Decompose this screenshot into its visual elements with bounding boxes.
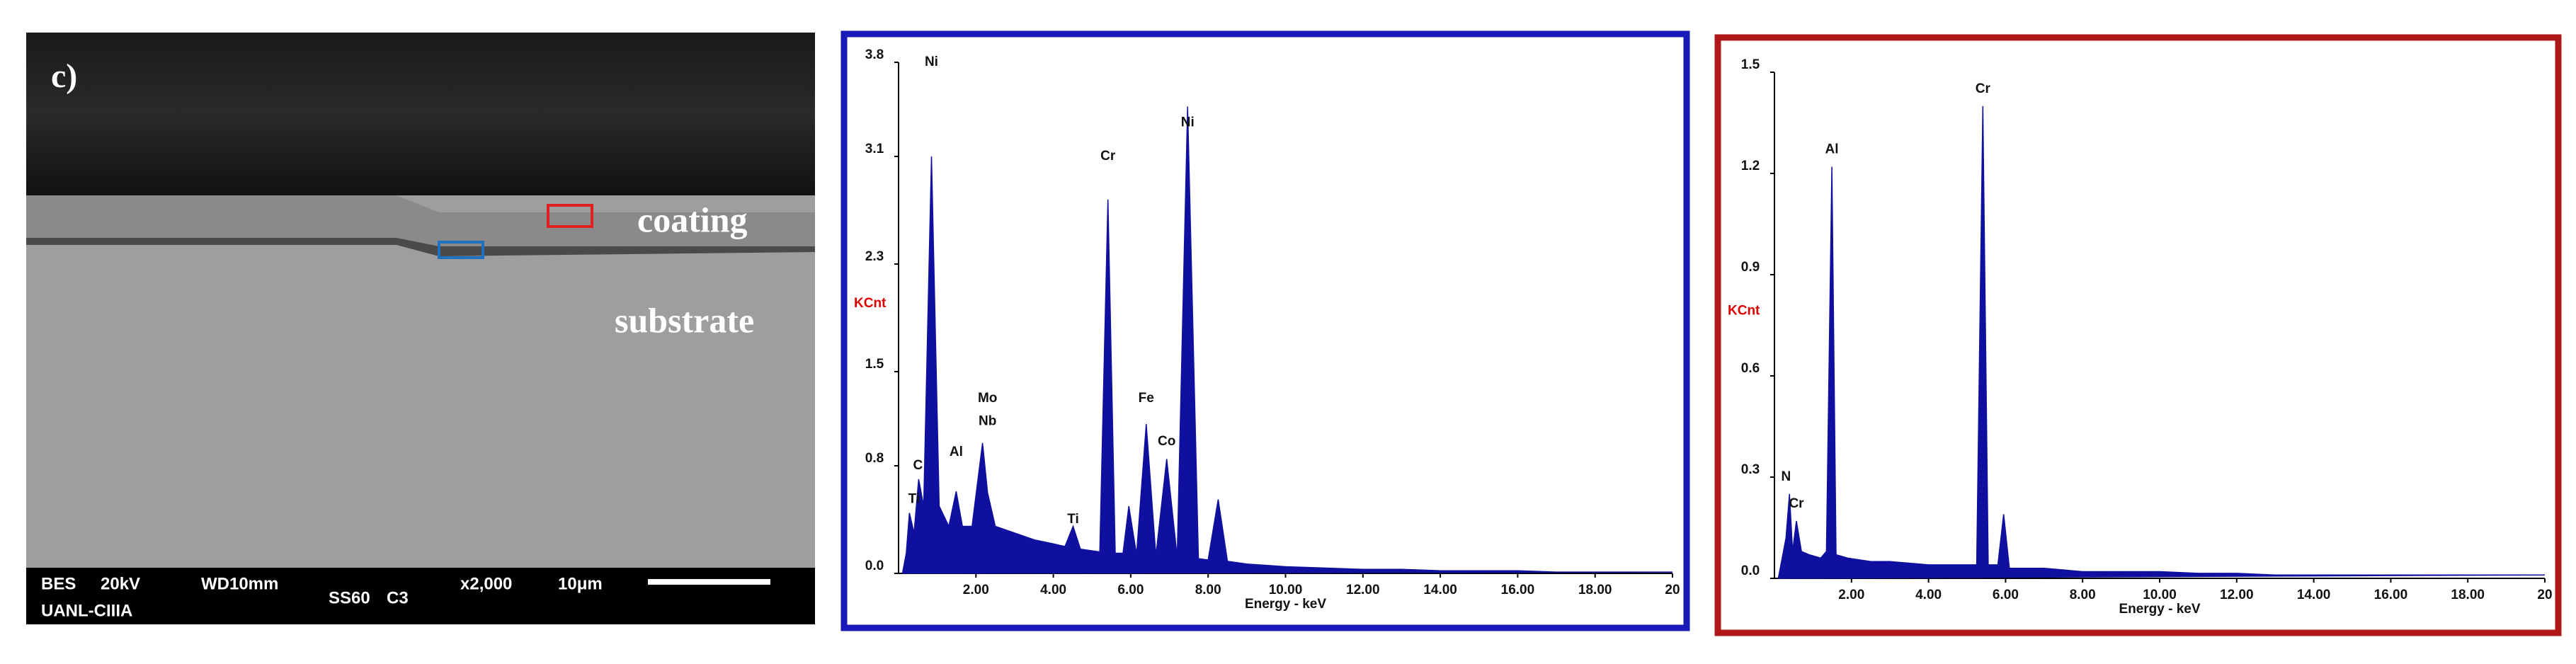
peak-label: Cr: [1976, 81, 1991, 96]
coating-band: [26, 195, 815, 246]
info: BES: [41, 574, 76, 593]
frame: [1714, 34, 2562, 636]
peak-label: Al: [950, 445, 963, 459]
mount: [26, 33, 815, 195]
y-tick-label: 3.8: [865, 47, 884, 62]
sem-image: c) coating substrate BES 20kV WD10mm SS6…: [26, 33, 815, 624]
peak-label: Fe: [1139, 391, 1154, 406]
x-tick-label: 14.00: [2297, 588, 2331, 602]
y-axis-label: KCnt: [854, 296, 887, 311]
info: WD10mm: [201, 574, 278, 593]
y-tick-label: 0.9: [1741, 260, 1760, 275]
panel-label: c): [51, 57, 77, 95]
y-tick-label: 3.1: [865, 142, 884, 156]
info: x2,000: [460, 574, 512, 593]
y-tick-label: 1.5: [865, 357, 884, 372]
x-tick-label: 18.00: [2451, 588, 2485, 602]
x-tick-label: 12.00: [1346, 583, 1380, 597]
x-tick-label: 2.00: [963, 583, 989, 597]
spectrum: [1777, 105, 2546, 579]
substrate-label: substrate: [615, 300, 754, 340]
frame: [840, 30, 1690, 631]
peak-label: Ni: [1181, 115, 1195, 130]
x-tick-label: 8.00: [2070, 588, 2096, 602]
peak-label: C: [913, 458, 923, 473]
y-tick-label: 0.6: [1741, 361, 1760, 376]
peak-label: Nb: [979, 413, 996, 428]
y-axis-label: KCnt: [1728, 304, 1760, 319]
x-tick-label: 20: [2537, 588, 2552, 602]
info: C3: [387, 588, 409, 607]
lab: UANL-CIIIA: [41, 601, 132, 620]
peak-label: Ti: [908, 492, 921, 507]
x-tick-label: 14.00: [1423, 583, 1457, 597]
x-tick-label: 16.00: [1501, 583, 1535, 597]
x-tick-label: 2.00: [1838, 588, 1864, 602]
info: 10μm: [558, 574, 603, 593]
info: 20kV: [101, 574, 140, 593]
x-tick-label: 12.00: [2220, 588, 2254, 602]
peak-label: Al: [1825, 142, 1839, 157]
y-tick-label: 0.0: [1741, 563, 1760, 578]
x-tick-label: 6.00: [1993, 588, 2019, 602]
region-blue: [438, 241, 484, 259]
peak-label: N: [1781, 469, 1791, 484]
y-tick-label: 0.0: [865, 559, 884, 573]
y-tick-label: 0.8: [865, 451, 884, 466]
y-tick-label: 1.2: [1741, 159, 1760, 173]
peak-label: Cr: [1789, 496, 1804, 511]
peak-label: Co: [1158, 434, 1175, 449]
x-axis-label: Energy - keV: [2119, 602, 2200, 617]
x-axis-label: Energy - keV: [1245, 597, 1326, 612]
peak-label: Ni: [925, 55, 938, 69]
x-tick-label: 4.00: [1040, 583, 1066, 597]
x-tick-label: 6.00: [1117, 583, 1144, 597]
x-tick-label: 18.00: [1578, 583, 1612, 597]
y-tick-label: 0.3: [1741, 462, 1760, 477]
info: SS60: [329, 588, 370, 607]
x-tick-label: 16.00: [2374, 588, 2408, 602]
x-tick-label: 20: [1665, 583, 1680, 597]
interface: [26, 238, 815, 256]
y-tick-label: 1.5: [1741, 57, 1760, 72]
info-bar: [26, 568, 815, 624]
peak-label: Ti: [1067, 512, 1079, 527]
region-red: [547, 204, 593, 228]
x-tick-label: 10.00: [2143, 588, 2177, 602]
spectrum: [901, 106, 1673, 574]
x-tick-label: 8.00: [1195, 583, 1221, 597]
y-tick-label: 2.3: [865, 249, 884, 264]
x-tick-label: 10.00: [1269, 583, 1303, 597]
peak-label: Mo: [978, 391, 997, 406]
coating-label: coating: [637, 200, 748, 239]
x-tick-label: 4.00: [1915, 588, 1942, 602]
peak-label: Cr: [1100, 149, 1116, 164]
